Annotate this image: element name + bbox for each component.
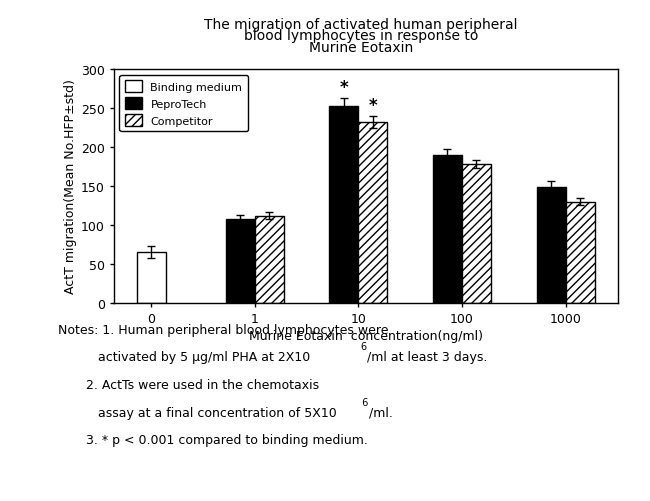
Text: /ml at least 3 days.: /ml at least 3 days. [367,351,488,364]
Text: 6: 6 [356,397,369,407]
Bar [433,155,462,303]
Legend: Binding medium, PeproTech, Competitor: Binding medium, PeproTech, Competitor [120,76,248,132]
Bar [537,187,566,303]
Text: /ml.: /ml. [369,406,393,419]
Bar [136,253,166,303]
Bar [462,165,491,303]
Text: 3. * p < 0.001 compared to binding medium.: 3. * p < 0.001 compared to binding mediu… [58,433,369,446]
Text: *: * [369,96,377,114]
Text: activated by 5 μg/ml PHA at 2X10: activated by 5 μg/ml PHA at 2X10 [58,351,311,364]
Bar [566,202,595,303]
Y-axis label: ActT migration(Mean No.HFP±std): ActT migration(Mean No.HFP±std) [64,79,77,294]
Text: blood lymphocytes in response to: blood lymphocytes in response to [244,29,478,43]
Text: 2. ActTs were used in the chemotaxis: 2. ActTs were used in the chemotaxis [58,378,320,391]
Text: 6: 6 [361,342,367,352]
Bar [358,123,387,303]
Text: The migration of activated human peripheral: The migration of activated human periphe… [204,18,517,32]
Bar [330,107,358,303]
Text: assay at a final concentration of 5X10: assay at a final concentration of 5X10 [58,406,337,419]
Bar [226,219,255,303]
X-axis label: Murine Eotaxin  concentration(ng/ml): Murine Eotaxin concentration(ng/ml) [248,329,482,342]
Text: Notes: 1. Human peripheral blood lymphocytes were: Notes: 1. Human peripheral blood lymphoc… [58,323,389,336]
Text: *: * [339,79,348,97]
Bar [255,216,284,303]
Text: Murine Eotaxin: Murine Eotaxin [309,41,413,55]
